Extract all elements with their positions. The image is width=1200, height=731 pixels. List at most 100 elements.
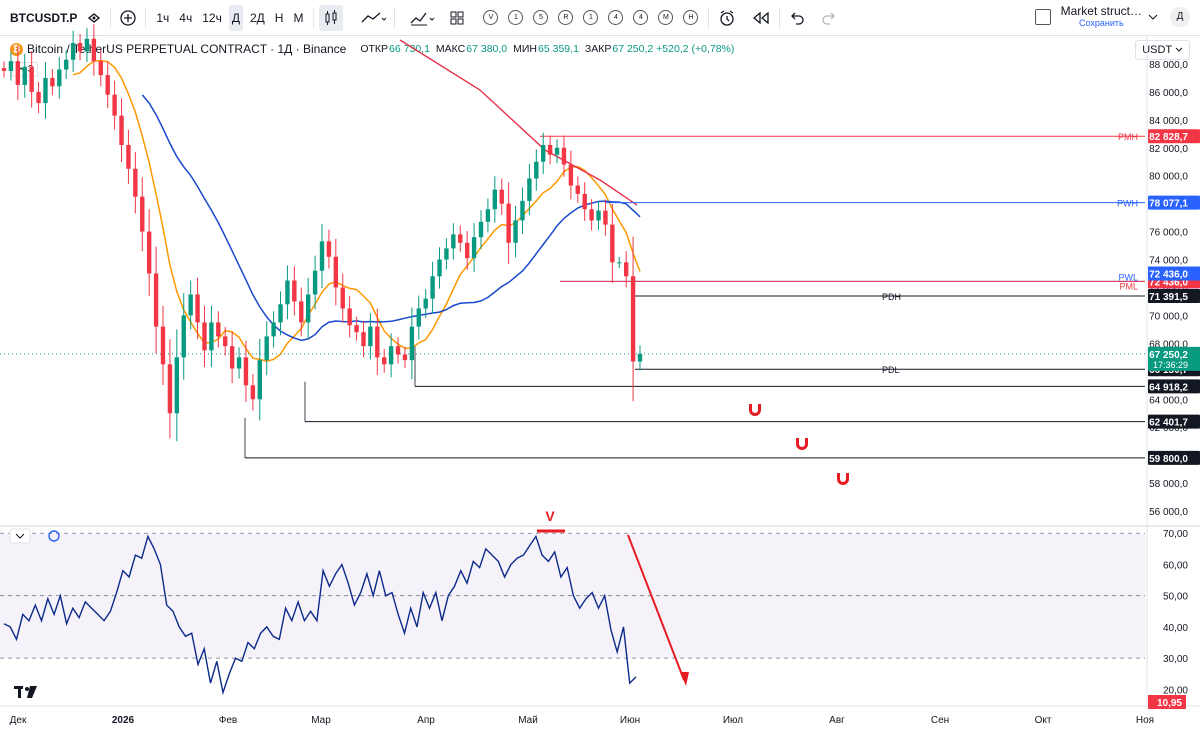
time-axis: Дек 2026 Фев Мар Апр Май Июн Июл Авг Сен Окт Ноя <box>10 715 1154 726</box>
price-label-value: 82 828,7 <box>1149 132 1188 143</box>
replay-icon[interactable] <box>748 5 774 31</box>
candle-body <box>402 354 408 361</box>
symbol-title[interactable]: Bitcoin / TetherUS PERPETUAL CONTRACT · … <box>27 42 347 56</box>
candle-body <box>305 294 311 323</box>
candle-body <box>119 115 124 145</box>
annotation-arrow-line <box>627 534 685 681</box>
logo-stem <box>18 689 21 698</box>
candle-body <box>250 385 256 400</box>
candle-body <box>64 59 69 70</box>
candle-body <box>160 326 166 365</box>
market-structure-block[interactable]: Market struct… Сохранить <box>1061 5 1142 29</box>
candles-icon[interactable] <box>319 4 344 31</box>
interval-3[interactable]: Д <box>228 4 243 31</box>
indicators-collapse[interactable]: 3 <box>12 62 39 77</box>
candle-body <box>181 315 186 358</box>
price-tick-label: 70 000,0 <box>1149 311 1188 322</box>
circle-button-0[interactable]: V <box>483 10 499 25</box>
candle-body <box>112 94 117 116</box>
ohlc-key-3: ЗАКР <box>584 43 612 55</box>
circle-button-6[interactable]: 4 <box>633 10 649 25</box>
candle-body <box>541 144 546 162</box>
candle-body <box>340 287 345 309</box>
countdown: 17:36:29 <box>1153 360 1188 370</box>
interval-1[interactable]: 4ч <box>179 10 193 25</box>
alert-icon[interactable] <box>714 5 740 31</box>
symbol-button[interactable]: BTCUSDT.P <box>10 10 78 25</box>
interval-4[interactable]: 2Д <box>249 10 265 25</box>
time-tick-label: 2026 <box>112 715 135 726</box>
price-tick-label: 66 000,0 <box>1149 367 1188 378</box>
compare-icon[interactable] <box>83 5 105 31</box>
interval-0[interactable]: 1ч <box>156 10 170 25</box>
last-price-value: 67 250,2 <box>1149 350 1188 361</box>
candle-body <box>596 210 601 221</box>
candle-body <box>188 294 193 316</box>
price-tick-label: 84 000,0 <box>1149 116 1188 127</box>
candle-body <box>492 189 498 210</box>
candle-body <box>229 346 235 369</box>
price-tick-label: 82 000,0 <box>1149 144 1188 155</box>
price-tick-label: 86 000,0 <box>1149 88 1188 99</box>
circle-button-1[interactable]: 1 <box>508 10 524 25</box>
interval-6[interactable]: М <box>293 10 304 25</box>
candle-body <box>368 326 373 347</box>
avatar[interactable]: Д <box>1170 6 1190 27</box>
circle-button-4[interactable]: 1 <box>583 10 599 25</box>
chevron-down-icon <box>15 533 25 539</box>
candle-body <box>395 346 401 355</box>
add-symbol-icon[interactable] <box>116 5 140 31</box>
market-structure-checkbox[interactable] <box>1034 8 1051 25</box>
magnet-shape <box>796 438 808 450</box>
magnet-tip <box>837 471 840 473</box>
bitcoin-icon: ₿ <box>10 42 23 56</box>
candle-body <box>485 209 491 222</box>
price-label-bg <box>1148 362 1200 377</box>
candle-body <box>1 68 7 71</box>
ma-blue-line <box>141 94 641 342</box>
candle-body <box>133 168 138 197</box>
circle-button-2[interactable]: 5 <box>533 10 549 25</box>
candle-body <box>458 234 463 243</box>
price-tick-label: 58 000,0 <box>1149 479 1188 490</box>
circle-button-7[interactable]: M <box>658 10 674 25</box>
ohlc-value-1: 67 380,0 <box>466 43 508 55</box>
indicators-icon[interactable] <box>406 5 440 31</box>
circle-button-5[interactable]: 4 <box>608 10 624 25</box>
candle-body <box>547 144 553 155</box>
candle-body <box>326 241 332 257</box>
candle-body <box>471 237 477 259</box>
time-tick-label: Ноя <box>1136 715 1154 726</box>
undo-icon[interactable] <box>785 5 809 31</box>
price-label-bg <box>1148 379 1200 394</box>
magnet-tip <box>805 436 808 438</box>
circle-button-3[interactable]: R <box>558 10 574 25</box>
candle-body <box>257 360 262 400</box>
price-tick-label: 74 000,0 <box>1149 256 1188 267</box>
ohlc-key-1: МАКС <box>435 43 466 55</box>
save-link[interactable]: Сохранить <box>1078 18 1124 28</box>
circle-button-8[interactable]: H <box>683 10 699 25</box>
candle-body <box>236 357 242 369</box>
osc-band-fill <box>0 533 1145 659</box>
candle-body <box>195 294 200 323</box>
currency-select[interactable]: USDT <box>1135 40 1190 60</box>
price-label-bg <box>1148 450 1200 465</box>
currency-label: USDT <box>1142 44 1172 56</box>
templates-icon[interactable] <box>446 5 468 31</box>
oscillator-pane: 20,00 30,00 40,00 50,00 60,00 70,00 10,95 V <box>0 508 1188 709</box>
candle-body <box>243 357 249 386</box>
interval-2[interactable]: 12ч <box>202 10 222 25</box>
time-tick-label: Авг <box>829 715 845 726</box>
price-label-value: 62 401,7 <box>1149 418 1188 429</box>
candle-body <box>375 326 380 358</box>
line-tool-icon[interactable] <box>357 5 389 31</box>
candle-body <box>140 196 145 232</box>
candle-body <box>478 221 484 238</box>
chevron-down-icon[interactable] <box>1148 13 1158 21</box>
redo-icon[interactable] <box>817 5 841 31</box>
interval-5[interactable]: Н <box>274 10 284 25</box>
divider <box>394 7 396 28</box>
candle-body <box>416 308 421 327</box>
